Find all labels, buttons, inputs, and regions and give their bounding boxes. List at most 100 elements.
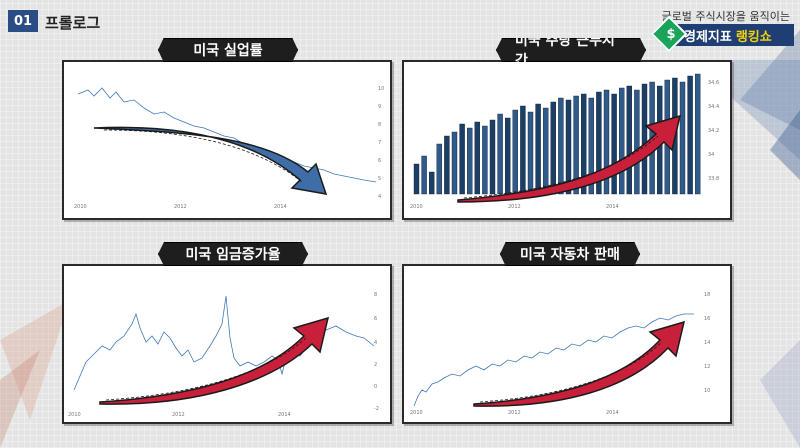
y-tick: 14 — [704, 340, 710, 346]
bar — [535, 103, 541, 195]
y-tick: 9 — [378, 104, 381, 110]
y-tick: 34.6 — [708, 80, 719, 86]
up-arrow — [457, 114, 682, 203]
brand-tagline: 글로벌 주식시장을 움직이는 — [661, 10, 790, 23]
y-tick: 34.2 — [708, 128, 719, 134]
panel-title-auto-sales: 미국 자동차 판매 — [500, 242, 640, 266]
weekly-hours-chart: 2010 2012 2014 34.6 34.4 34.2 34 33.8 — [410, 73, 719, 210]
bar — [588, 97, 595, 195]
y-axis-ticks: 34.6 34.4 34.2 34 33.8 — [708, 80, 719, 182]
bar — [634, 89, 640, 195]
bar — [695, 73, 701, 195]
y-axis-ticks: 8 6 4 2 0 -2 — [374, 292, 379, 412]
bar — [482, 125, 488, 195]
section-title: 프롤로그 — [45, 14, 101, 32]
bar — [504, 117, 511, 195]
y-tick: 16 — [704, 316, 710, 322]
x-tick: 2010 — [68, 412, 81, 418]
x-tick: 2014 — [606, 204, 619, 210]
auto-sales-chart: 2010 2012 2014 18 16 14 12 10 — [410, 292, 710, 416]
y-tick: 8 — [378, 122, 381, 128]
x-tick: 2012 — [508, 204, 521, 210]
unemployment-chart: 2010 2012 2014 10 9 8 7 6 5 4 — [74, 86, 384, 210]
bar — [512, 109, 519, 195]
panel-title-unemployment: 미국 실업률 — [158, 38, 298, 62]
y-tick: 10 — [378, 86, 384, 92]
panel-unemployment: 2010 2012 2014 10 9 8 7 6 5 4 — [62, 60, 392, 220]
bar — [679, 81, 686, 195]
y-tick: 33.8 — [708, 176, 719, 182]
bar — [467, 127, 473, 195]
x-tick: 2014 — [274, 204, 287, 210]
y-tick: 5 — [378, 176, 381, 182]
x-axis-ticks: 2010 2012 2014 — [410, 204, 619, 210]
y-tick: 10 — [704, 388, 710, 394]
panel-wage-growth: 2010 2012 2014 8 6 4 2 0 -2 — [62, 264, 392, 424]
panel-title-weekly-hours: 미국 주당 근무시간 — [496, 38, 646, 62]
bar — [474, 121, 481, 195]
x-tick: 2010 — [74, 204, 87, 210]
panel-auto-sales: 2010 2012 2014 18 16 14 12 10 — [402, 264, 732, 424]
x-tick: 2010 — [410, 410, 423, 416]
brand-name-accent: 랭킹쇼 — [735, 29, 772, 45]
x-axis-ticks: 2010 2012 2014 — [68, 412, 291, 418]
bar — [580, 93, 587, 195]
x-tick: 2012 — [172, 412, 185, 418]
wage-growth-chart: 2010 2012 2014 8 6 4 2 0 -2 — [68, 292, 379, 418]
x-tick: 2014 — [278, 412, 291, 418]
bar — [542, 107, 549, 195]
bar — [436, 143, 442, 195]
auto-sales-line — [413, 313, 694, 407]
down-arrow — [93, 126, 328, 195]
y-tick: 4 — [378, 194, 381, 200]
bar — [565, 99, 572, 195]
dollar-icon: $ — [666, 27, 676, 42]
y-tick: 8 — [374, 292, 377, 298]
bar — [421, 155, 427, 195]
x-axis-ticks: 2010 2012 2014 — [74, 204, 287, 210]
y-tick: 6 — [374, 316, 377, 322]
brand-name: 경제지표 — [684, 29, 732, 45]
up-arrow — [99, 316, 330, 405]
bar — [603, 89, 610, 195]
bar — [429, 171, 435, 195]
bar — [520, 105, 526, 195]
y-tick: 12 — [704, 364, 710, 370]
bar — [413, 163, 420, 195]
y-tick: 0 — [374, 384, 377, 390]
x-tick: 2010 — [410, 204, 423, 210]
brand-banner: $ 경제지표 랭킹쇼 — [650, 15, 794, 53]
y-tick: 34.4 — [708, 104, 719, 110]
unemployment-line — [77, 87, 377, 183]
up-arrow — [473, 320, 686, 407]
bar — [527, 111, 534, 195]
y-tick: 34 — [708, 152, 714, 158]
y-tick: -2 — [374, 406, 379, 412]
y-axis-ticks: 18 16 14 12 10 — [704, 292, 710, 394]
bar — [489, 119, 496, 195]
x-axis-ticks: 2010 2012 2014 — [410, 410, 619, 416]
y-axis-ticks: 10 9 8 7 6 5 4 — [378, 86, 384, 200]
panel-title-wage-growth: 미국 임금증가율 — [158, 242, 308, 266]
panel-weekly-hours: 2010 2012 2014 34.6 34.4 34.2 34 33.8 — [402, 60, 732, 220]
bar — [626, 85, 633, 195]
bar — [641, 83, 648, 195]
y-tick: 18 — [704, 292, 710, 298]
bar — [573, 95, 579, 195]
x-tick: 2012 — [174, 204, 187, 210]
section-number: 01 — [8, 10, 38, 32]
bar — [687, 75, 693, 195]
y-tick: 2 — [374, 362, 377, 368]
bar — [558, 97, 564, 195]
bar — [497, 113, 503, 195]
bar — [618, 87, 625, 195]
x-tick: 2012 — [508, 410, 521, 416]
wage-growth-line — [73, 295, 375, 391]
bar — [451, 131, 458, 195]
x-tick: 2014 — [606, 410, 619, 416]
y-tick: 6 — [378, 158, 381, 164]
y-tick: 4 — [374, 340, 377, 346]
y-tick: 7 — [378, 140, 381, 146]
bar — [596, 91, 602, 195]
bar — [444, 135, 450, 195]
